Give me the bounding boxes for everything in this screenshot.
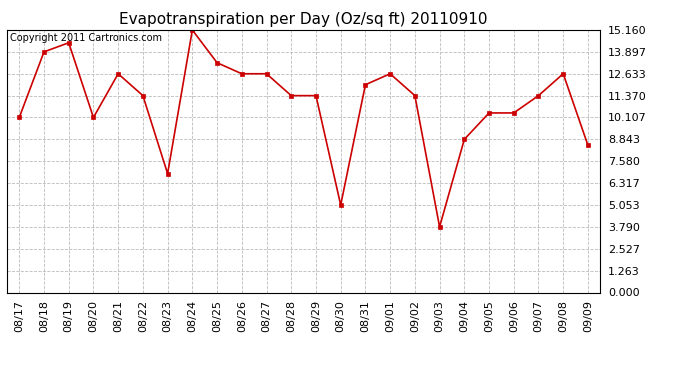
- Title: Evapotranspiration per Day (Oz/sq ft) 20110910: Evapotranspiration per Day (Oz/sq ft) 20…: [119, 12, 488, 27]
- Text: Copyright 2011 Cartronics.com: Copyright 2011 Cartronics.com: [10, 33, 162, 43]
